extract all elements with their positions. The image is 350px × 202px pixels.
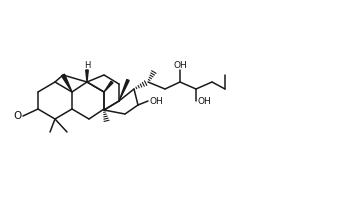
Polygon shape xyxy=(104,81,113,92)
Polygon shape xyxy=(86,70,88,82)
Polygon shape xyxy=(119,80,129,101)
Text: OH: OH xyxy=(149,97,163,105)
Text: OH: OH xyxy=(173,61,187,69)
Text: OH: OH xyxy=(197,97,211,105)
Text: H: H xyxy=(84,61,90,70)
Polygon shape xyxy=(62,74,72,92)
Text: O: O xyxy=(14,111,22,121)
